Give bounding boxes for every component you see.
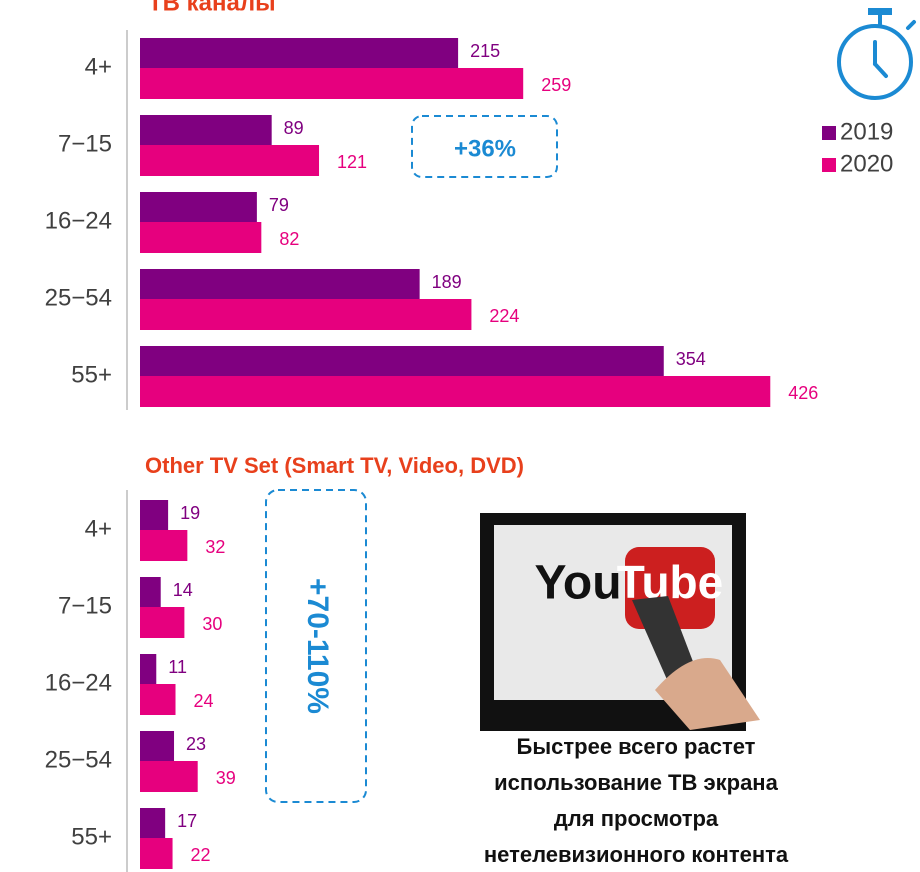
- y-tick-label: 7−15: [58, 592, 112, 619]
- value-label: 30: [202, 614, 222, 634]
- value-label: 354: [676, 349, 706, 369]
- y-tick-label: 25−54: [45, 746, 112, 773]
- y-tick-label: 4+: [85, 53, 112, 80]
- value-label: 79: [269, 195, 289, 215]
- caption: нетелевизионного контента: [484, 842, 789, 867]
- y-tick-label: 55+: [71, 361, 112, 388]
- bar: [140, 376, 771, 407]
- bar: [140, 607, 185, 638]
- annotation: +70-110%: [301, 578, 334, 714]
- bar: [140, 115, 272, 145]
- y-tick-label: 25−54: [45, 284, 112, 311]
- value-label: 11: [168, 657, 187, 677]
- value-label: 82: [279, 229, 299, 249]
- bar: [140, 654, 157, 684]
- y-tick-label: 16−24: [45, 669, 112, 696]
- bar: [140, 346, 664, 376]
- value-label: 89: [284, 118, 304, 138]
- bar: [140, 684, 176, 715]
- bar: [140, 269, 420, 299]
- value-label: 14: [173, 580, 193, 600]
- annotation: +36%: [454, 135, 516, 162]
- value-label: 215: [470, 41, 500, 61]
- chart-title: Other TV Set (Smart TV, Video, DVD): [145, 453, 524, 478]
- y-tick-label: 4+: [85, 515, 112, 542]
- bar: [140, 500, 169, 530]
- caption: Быстрее всего растет: [517, 734, 756, 759]
- annotation-box: [411, 115, 558, 178]
- value-label: 39: [216, 768, 236, 788]
- stopwatch-icon: [837, 8, 916, 100]
- tv-image: You Tube: [480, 513, 760, 731]
- bar: [140, 68, 524, 99]
- bar: [140, 38, 459, 68]
- legend-label: 2020: [840, 150, 893, 177]
- caption: использование ТВ экрана: [494, 770, 778, 795]
- legend-label: 2019: [840, 118, 893, 145]
- bar: [140, 577, 161, 607]
- y-tick-label: 16−24: [45, 207, 112, 234]
- value-label: 19: [180, 503, 200, 523]
- value-label: 32: [205, 537, 225, 557]
- legend-swatch: [822, 126, 836, 140]
- value-label: 189: [432, 272, 462, 292]
- annotation-box: [265, 489, 367, 803]
- bar: [140, 299, 472, 330]
- bar: [140, 145, 320, 176]
- bar: [140, 838, 173, 869]
- value-label: 224: [489, 306, 519, 326]
- chart-title: ТВ каналы: [148, 0, 276, 16]
- caption: для просмотра: [554, 806, 719, 831]
- value-label: 22: [191, 845, 211, 865]
- bar: [140, 530, 188, 561]
- bar: [140, 222, 262, 253]
- bar: [140, 192, 257, 222]
- value-label: 426: [788, 383, 818, 403]
- value-label: 24: [194, 691, 214, 711]
- bar: [140, 731, 175, 761]
- logo-text: You: [534, 557, 621, 610]
- legend-swatch: [822, 158, 836, 172]
- bar: [140, 808, 166, 838]
- y-tick-label: 55+: [71, 823, 112, 850]
- bar: [140, 761, 198, 792]
- value-label: 121: [337, 152, 367, 172]
- value-label: 17: [177, 811, 197, 831]
- value-label: 259: [541, 75, 571, 95]
- value-label: 23: [186, 734, 206, 754]
- logo-text: Tube: [617, 556, 723, 608]
- y-tick-label: 7−15: [58, 130, 112, 157]
